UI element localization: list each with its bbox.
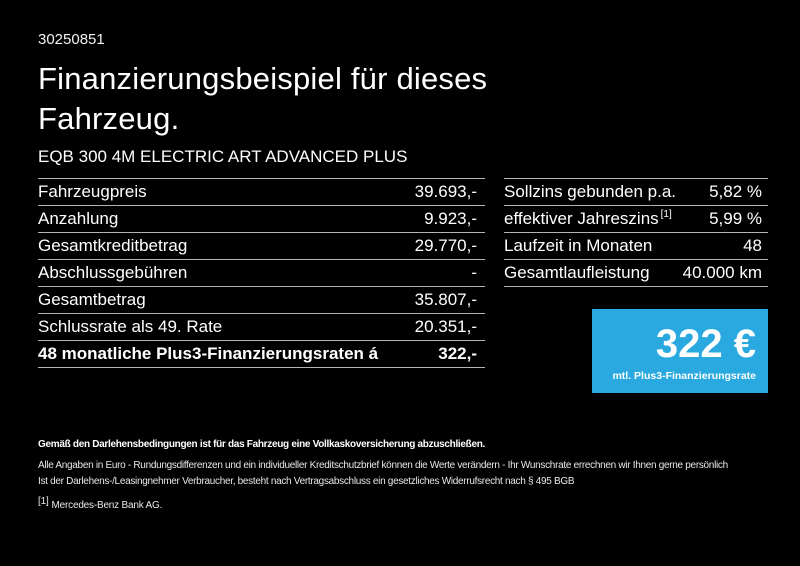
financing-column: Fahrzeugpreis 39.693,- Anzahlung 9.923,-…	[38, 178, 485, 393]
table-row: Gesamtlaufleistung 40.000 km	[504, 260, 768, 287]
table-row: Fahrzeugpreis 39.693,-	[38, 179, 485, 206]
row-label: 48 monatliche Plus3-Finanzierungsraten á	[38, 344, 380, 364]
table-row: Sollzins gebunden p.a. 5,82 %	[504, 179, 768, 206]
row-label: Anzahlung	[38, 209, 120, 229]
row-label: Abschlussgebühren	[38, 263, 189, 283]
footnote-bank: [1] Mercedes-Benz Bank AG.	[38, 496, 768, 511]
row-label: Gesamtkreditbetrag	[38, 236, 189, 256]
row-value: 40.000 km	[682, 263, 762, 282]
table-row: 48 monatliche Plus3-Finanzierungsraten á…	[38, 341, 485, 368]
row-label: Fahrzeugpreis	[38, 182, 149, 202]
row-value: 39.693,-	[414, 182, 477, 201]
row-value: 20.351,-	[414, 317, 477, 336]
row-label-text: Schlussrate als 49. Rate	[38, 317, 223, 336]
row-label-text: Gesamtkreditbetrag	[38, 236, 188, 255]
table-row: Anzahlung 9.923,-	[38, 206, 485, 233]
row-label: Schlussrate als 49. Rate	[38, 317, 224, 337]
disclaimer-insurance-line: Gemäß den Darlehensbedingungen ist für d…	[38, 439, 486, 450]
row-label-text: Gesamtlaufleistung	[504, 263, 650, 282]
row-label: effektiver Jahreszins [1]	[504, 209, 672, 229]
row-label-text: Laufzeit in Monaten	[504, 236, 653, 255]
row-value: 322,-	[438, 344, 477, 363]
row-label: Sollzins gebunden p.a.	[504, 182, 678, 202]
vehicle-model-name: EQB 300 4M ELECTRIC ART ADVANCED PLUS	[38, 147, 408, 166]
table-row: Abschlussgebühren -	[38, 260, 485, 287]
table-row: Laufzeit in Monaten 48	[504, 233, 768, 260]
table-row: Schlussrate als 49. Rate 20.351,-	[38, 314, 485, 341]
conditions-table: Sollzins gebunden p.a. 5,82 % effektiver…	[504, 178, 768, 287]
disclaimer-line-2: Alle Angaben in Euro - Rundungsdifferenz…	[38, 460, 728, 471]
monthly-rate-amount: 322 €	[655, 321, 756, 366]
footnote-text: Mercedes-Benz Bank AG.	[51, 500, 163, 511]
row-value: 5,82 %	[709, 182, 762, 201]
conditions-column: Sollzins gebunden p.a. 5,82 % effektiver…	[504, 178, 768, 393]
row-label-text: Sollzins gebunden p.a.	[504, 182, 677, 201]
monthly-rate-caption: mtl. Plus3-Finanzierungsrate	[612, 369, 756, 382]
disclaimer-block: Gemäß den Darlehensbedingungen ist für d…	[38, 437, 768, 490]
row-label: Gesamtbetrag	[38, 290, 148, 310]
tables-area: Fahrzeugpreis 39.693,- Anzahlung 9.923,-…	[38, 178, 768, 393]
row-label-text: 48 monatliche Plus3-Finanzierungsraten á	[38, 344, 379, 363]
row-label-text: Anzahlung	[38, 209, 119, 228]
row-label: Gesamtlaufleistung	[504, 263, 652, 283]
page-title: Finanzierungsbeispiel für dieses Fahrzeu…	[38, 61, 488, 136]
table-row: effektiver Jahreszins [1] 5,99 %	[504, 206, 768, 233]
row-value: 9.923,-	[424, 209, 477, 228]
footnote-marker: [1]	[660, 209, 672, 221]
table-row: Gesamtbetrag 35.807,-	[38, 287, 485, 314]
row-value: 29.770,-	[414, 236, 477, 255]
row-label-text: Abschlussgebühren	[38, 263, 188, 282]
table-row: Gesamtkreditbetrag 29.770,-	[38, 233, 485, 260]
row-label-text: Gesamtbetrag	[38, 290, 146, 309]
row-value: -	[471, 263, 477, 282]
row-label-text: effektiver Jahreszins	[504, 209, 659, 228]
row-label-text: Fahrzeugpreis	[38, 182, 147, 201]
financing-table: Fahrzeugpreis 39.693,- Anzahlung 9.923,-…	[38, 178, 485, 368]
row-label: Laufzeit in Monaten	[504, 236, 654, 256]
disclaimer-line-3: Ist der Darlehens-/Leasingnehmer Verbrau…	[38, 476, 575, 487]
row-value: 35.807,-	[414, 290, 477, 309]
row-value: 48	[743, 236, 762, 255]
footnote-marker: [1]	[38, 495, 49, 507]
document-number: 30250851	[38, 31, 105, 48]
monthly-rate-box: 322 € mtl. Plus3-Finanzierungsrate	[592, 309, 768, 393]
row-value: 5,99 %	[709, 209, 762, 228]
